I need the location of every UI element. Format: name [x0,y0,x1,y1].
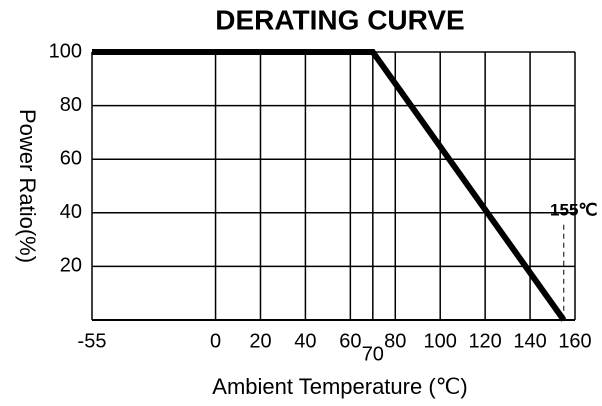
y-tick-label: 80 [60,94,82,116]
y-tick-label: 20 [60,255,82,277]
annotation: 155℃ [550,200,597,219]
x-axis-label: Ambient Temperature (℃) [212,374,467,399]
x-tick-label: 100 [424,330,457,352]
y-tick-label: 60 [60,147,82,169]
x-tick-label: 20 [249,330,271,352]
x-tick-label: 160 [558,330,591,352]
x-tick-label: 60 [339,330,361,352]
y-tick-label: 40 [60,201,82,223]
x-tick-label: 70 [362,343,384,365]
y-tick-label: 100 [49,40,82,62]
x-tick-label: 0 [210,330,221,352]
chart-title: DERATING CURVE [215,4,464,35]
x-tick-label: 120 [468,330,501,352]
x-tick-label: 40 [294,330,316,352]
x-tick-label: -55 [78,330,107,352]
derating-line [92,49,567,322]
x-tick-label: 80 [384,330,406,352]
x-tick-label: 140 [513,330,546,352]
y-axis-label: Power Ratio(%) [15,109,40,263]
